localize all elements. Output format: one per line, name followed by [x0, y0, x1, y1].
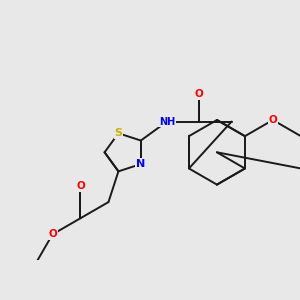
- Text: NH: NH: [159, 116, 175, 127]
- Text: O: O: [76, 181, 85, 191]
- Text: S: S: [114, 128, 122, 138]
- Text: O: O: [268, 115, 277, 125]
- Text: O: O: [195, 89, 204, 99]
- Text: O: O: [48, 230, 57, 239]
- Text: N: N: [136, 159, 146, 169]
